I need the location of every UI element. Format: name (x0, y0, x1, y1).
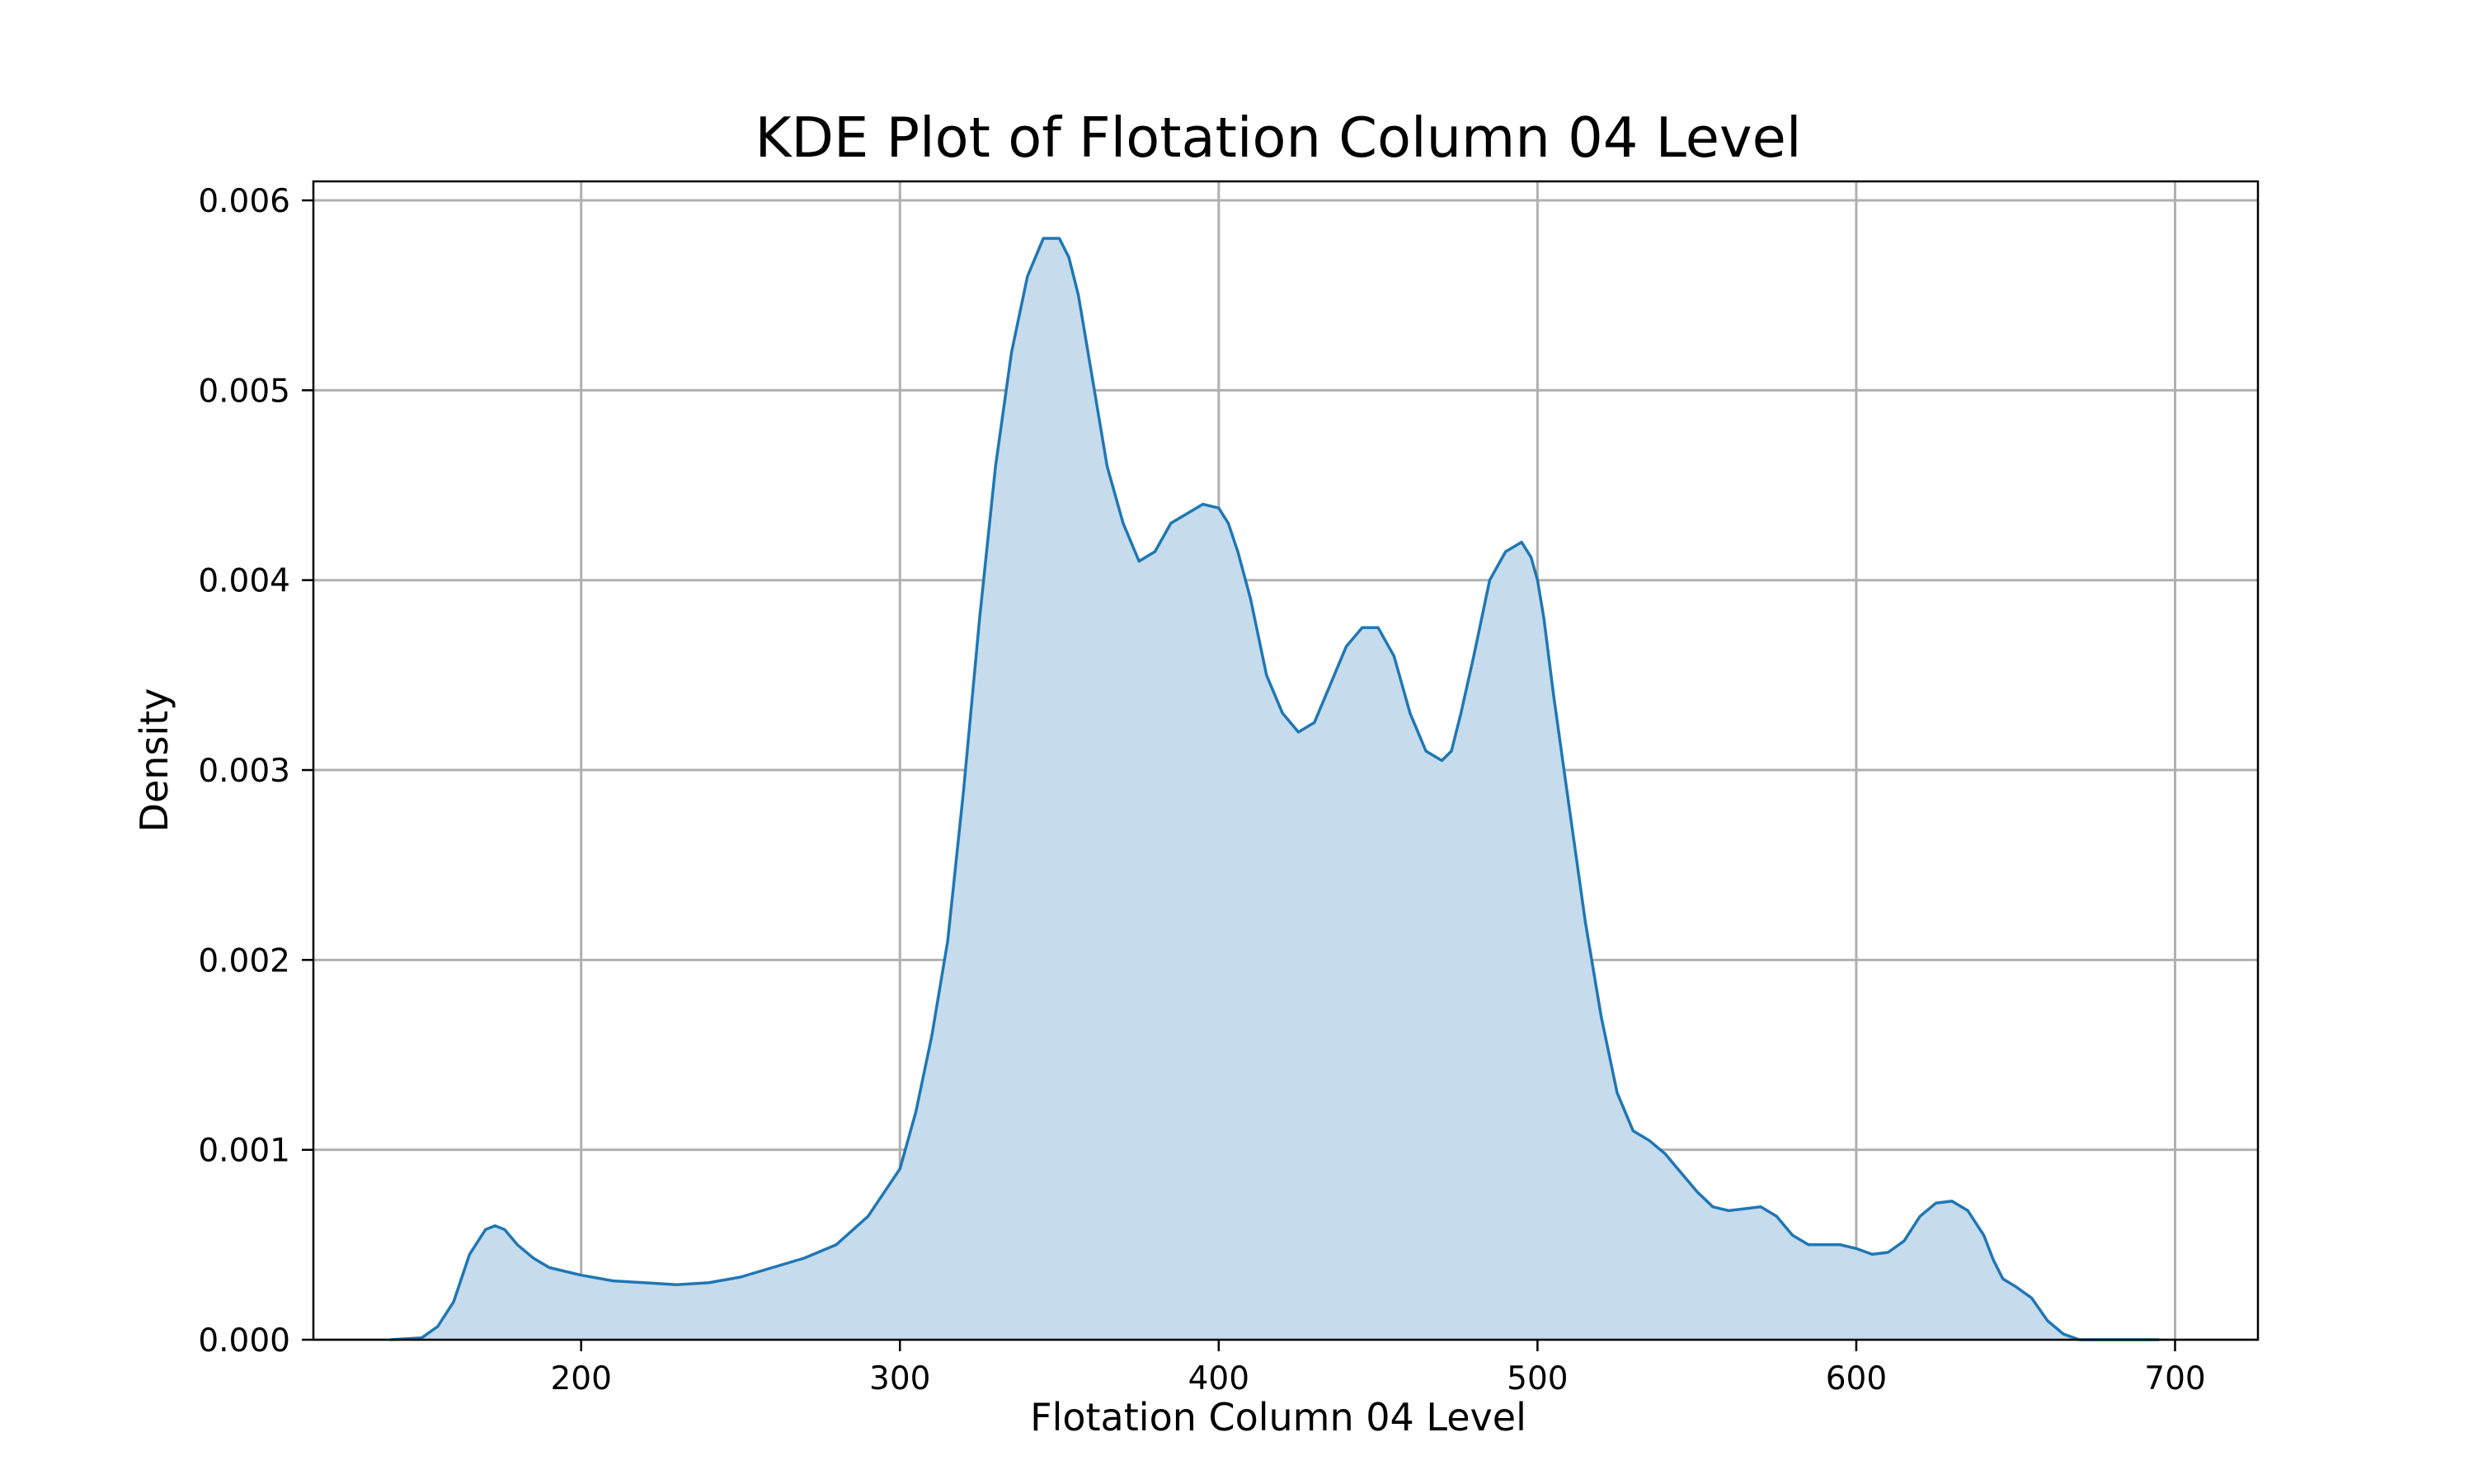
y-tick-label-2: 0.002 (198, 942, 290, 979)
x-tick-label-1: 300 (869, 1360, 930, 1397)
x-tick-label-4: 600 (1826, 1360, 1887, 1397)
plot-area (389, 237, 2160, 1341)
y-tick-label-0: 0.000 (198, 1322, 290, 1360)
y-tick-label-4: 0.004 (198, 563, 290, 600)
kde-density-line (389, 237, 2160, 1341)
x-axis-label: Flotation Column 04 Level (1030, 1395, 1526, 1439)
chart-title: KDE Plot of Flotation Column 04 Level (755, 106, 1801, 170)
axes-frame (312, 180, 2260, 1341)
x-tick-label-3: 500 (1507, 1360, 1568, 1397)
axes (312, 180, 2260, 1341)
y-tick-label-3: 0.003 (198, 753, 290, 790)
y-tick-label-5: 0.005 (198, 373, 290, 410)
x-tick-label-5: 700 (2144, 1360, 2205, 1397)
y-tick-label-6: 0.006 (198, 183, 290, 220)
y-axis-ticks: 0.000 0.001 0.002 0.003 0.004 0.005 0.006 (198, 183, 313, 1360)
y-axis-label: Density (132, 688, 176, 833)
kde-fill-area (389, 238, 2160, 1341)
x-tick-label-2: 400 (1188, 1360, 1249, 1397)
y-tick-label-1: 0.001 (198, 1133, 290, 1170)
x-axis-ticks: 200 300 400 500 600 700 (550, 1340, 2206, 1397)
x-tick-label-0: 200 (550, 1360, 611, 1397)
